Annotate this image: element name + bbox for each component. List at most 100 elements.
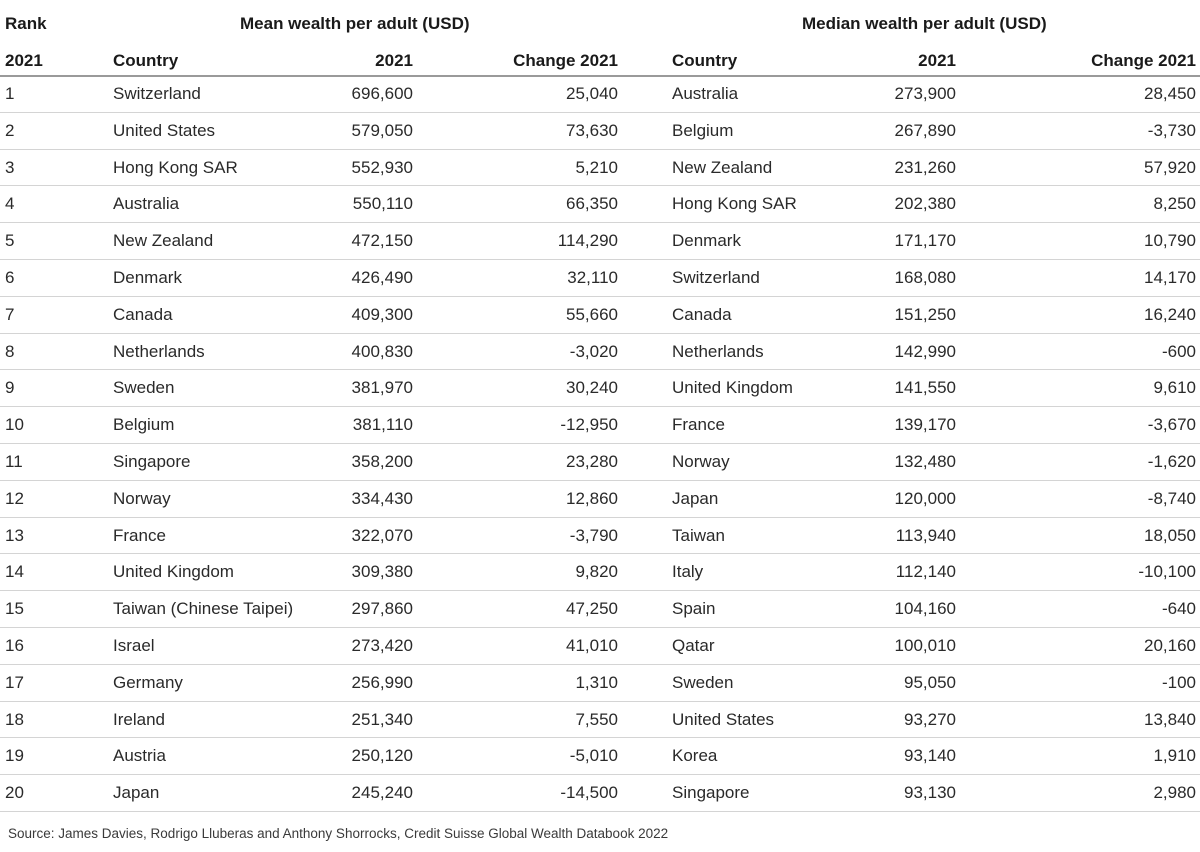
- mean-change-cell: -5,010: [569, 746, 618, 766]
- mean-change-cell: 1,310: [575, 672, 618, 692]
- table-row: 12 Norway 334,430 12,860 Japan 120,000 -8,740: [0, 481, 1200, 518]
- table-row: 5 New Zealand 472,150 114,290 Denmark 171,170…: [0, 223, 1200, 260]
- mean-country-cell: New Zealand: [113, 231, 214, 251]
- mean-wealth-cell: 250,120: [351, 746, 413, 766]
- table-row: 7 Canada 409,300 55,660 Canada 151,250 16,240: [0, 297, 1200, 334]
- median-change-cell: -100: [1161, 672, 1196, 692]
- median-wealth-group-header: Median wealth per adult (USD): [802, 14, 1047, 33]
- rank-cell: 17: [5, 672, 24, 692]
- rank-cell: 8: [5, 341, 15, 361]
- median-year-header: 2021: [918, 51, 956, 70]
- median-wealth-cell: 93,270: [904, 709, 956, 729]
- mean-change-cell: 66,350: [566, 194, 618, 214]
- mean-wealth-cell: 309,380: [351, 562, 413, 582]
- mean-country-cell: Germany: [113, 672, 183, 692]
- median-country-cell: Belgium: [672, 120, 734, 140]
- median-country-cell: Taiwan: [672, 525, 725, 545]
- median-wealth-cell: 202,380: [894, 194, 956, 214]
- mean-wealth-cell: 552,930: [351, 157, 413, 177]
- median-wealth-cell: 104,160: [894, 599, 956, 619]
- table-row: 15 Taiwan (Chinese Taipei) 297,860 47,250 Sp…: [0, 591, 1200, 628]
- mean-country-header: Country: [113, 51, 179, 70]
- median-wealth-cell: 113,940: [895, 525, 956, 545]
- rank-cell: 4: [5, 194, 15, 214]
- median-country-cell: Switzerland: [672, 267, 760, 287]
- mean-country-cell: Israel: [113, 635, 155, 655]
- mean-change-cell: -3,790: [569, 525, 618, 545]
- median-change-cell: -1,620: [1147, 451, 1196, 471]
- mean-change-cell: 9,820: [575, 562, 618, 582]
- rank-cell: 1: [5, 84, 15, 103]
- median-wealth-cell: 132,480: [894, 451, 956, 471]
- mean-country-cell: Taiwan (Chinese Taipei): [113, 599, 294, 619]
- median-change-cell: 10,790: [1144, 231, 1196, 251]
- median-wealth-cell: 142,990: [894, 341, 956, 361]
- mean-wealth-cell: 400,830: [351, 341, 413, 361]
- mean-wealth-cell: 273,420: [351, 635, 413, 655]
- table-row: 3 Hong Kong SAR 552,930 5,210 New Zealand 231…: [0, 150, 1200, 187]
- mean-wealth-cell: 358,200: [351, 451, 413, 471]
- rank-cell: 20: [5, 783, 24, 803]
- median-wealth-cell: 112,140: [895, 562, 956, 582]
- median-change-cell: 20,160: [1144, 635, 1196, 655]
- rank-cell: 3: [5, 157, 15, 177]
- table-body: 1 Switzerland 696,600 25,040 Australia 273,90…: [0, 76, 1200, 812]
- mean-wealth-cell: 409,300: [351, 304, 413, 324]
- median-country-cell: Korea: [672, 746, 718, 766]
- mean-change-header: Change 2021: [513, 51, 618, 70]
- rank-header: Rank: [5, 14, 47, 33]
- mean-change-cell: 30,240: [566, 378, 618, 398]
- mean-country-cell: Hong Kong SAR: [113, 157, 238, 177]
- rank-cell: 13: [5, 525, 24, 545]
- rank-cell: 2: [5, 120, 15, 140]
- median-change-cell: 28,450: [1144, 84, 1196, 103]
- table-row: 19 Austria 250,120 -5,010 Korea 93,140 1,910: [0, 738, 1200, 776]
- rank-cell: 7: [5, 304, 15, 324]
- mean-country-cell: Singapore: [113, 451, 191, 471]
- median-change-cell: 1,910: [1153, 746, 1196, 766]
- mean-wealth-cell: 322,070: [351, 525, 413, 545]
- median-country-cell: Spain: [672, 599, 716, 619]
- mean-change-cell: 41,010: [566, 635, 618, 655]
- mean-country-cell: Ireland: [113, 709, 165, 729]
- median-country-cell: France: [672, 415, 725, 435]
- source-note: Source: James Davies, Rodrigo Lluberas a…: [8, 826, 669, 841]
- mean-wealth-cell: 381,110: [352, 415, 413, 435]
- mean-wealth-cell: 550,110: [352, 194, 413, 214]
- mean-change-cell: -3,020: [569, 341, 618, 361]
- mean-country-cell: Switzerland: [113, 84, 201, 103]
- table-row: 13 France 322,070 -3,790 Taiwan 113,940 18,050: [0, 518, 1200, 555]
- median-wealth-cell: 100,010: [894, 635, 956, 655]
- median-change-cell: 9,610: [1153, 378, 1196, 398]
- mean-country-cell: Norway: [113, 488, 171, 508]
- median-country-cell: Japan: [672, 488, 719, 508]
- rank-cell: 5: [5, 231, 15, 251]
- median-change-cell: -8,740: [1147, 488, 1196, 508]
- median-change-cell: -600: [1161, 341, 1196, 361]
- median-country-cell: Singapore: [672, 783, 750, 803]
- mean-country-cell: Netherlands: [113, 341, 205, 361]
- median-country-cell: New Zealand: [672, 157, 773, 177]
- mean-country-cell: Belgium: [113, 415, 175, 435]
- mean-country-cell: Austria: [113, 746, 166, 766]
- median-change-cell: 14,170: [1144, 267, 1196, 287]
- table-row: 11 Singapore 358,200 23,280 Norway 132,480 -1,…: [0, 444, 1200, 481]
- median-change-cell: 8,250: [1153, 194, 1196, 214]
- rank-cell: 14: [5, 562, 24, 582]
- mean-wealth-cell: 579,050: [351, 120, 413, 140]
- mean-change-cell: -14,500: [560, 783, 618, 803]
- mean-change-cell: 114,290: [557, 231, 618, 251]
- median-country-cell: Italy: [672, 562, 704, 582]
- table-row: 4 Australia 550,110 66,350 Hong Kong SAR 202,…: [0, 186, 1200, 224]
- median-wealth-cell: 267,890: [894, 120, 956, 140]
- mean-change-cell: 5,210: [575, 157, 618, 177]
- mean-change-cell: 25,040: [566, 84, 618, 103]
- mean-wealth-cell: 696,600: [351, 84, 413, 103]
- rank-cell: 19: [5, 746, 24, 766]
- median-country-cell: Denmark: [672, 231, 741, 251]
- mean-change-cell: 7,550: [575, 709, 618, 729]
- mean-wealth-cell: 426,490: [351, 267, 413, 287]
- median-wealth-cell: 231,260: [894, 157, 956, 177]
- mean-change-cell: 73,630: [566, 120, 618, 140]
